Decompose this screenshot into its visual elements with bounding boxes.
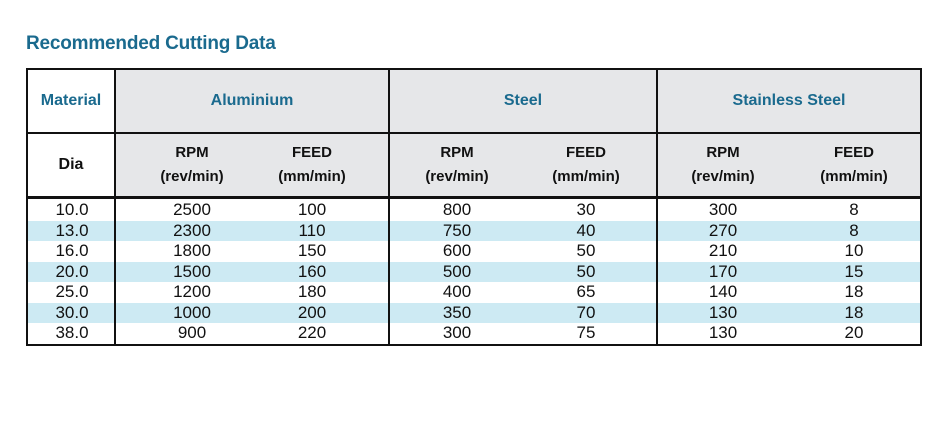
ss-rpm-cell: 210 — [708, 241, 738, 260]
dia-cell: 25.0 — [55, 282, 89, 301]
stainless-steel-header: Stainless Steel — [658, 70, 920, 132]
dia-cell: 30.0 — [55, 302, 89, 322]
st-feed-cell: 30 — [576, 200, 596, 219]
ss-feed-cell: 18 — [844, 282, 864, 301]
ss-feed-cell: 8 — [849, 220, 859, 240]
aluminium-header: Aluminium — [116, 70, 388, 132]
material-label: Material — [40, 92, 102, 109]
al-feed-cell: 220 — [297, 323, 327, 342]
ss-feed-cell: 8 — [849, 200, 859, 219]
al-feed-cell: 160 — [297, 261, 327, 281]
al-rpm-cell: 1200 — [173, 282, 211, 301]
aluminium-feed-header: FEED (mm/min) — [254, 134, 370, 196]
ss-rpm-cell: 170 — [708, 261, 738, 281]
st-feed-cell: 50 — [576, 261, 596, 281]
ss-feed-cell: 20 — [844, 323, 864, 342]
al-rpm-cell: 2500 — [173, 200, 211, 219]
column-divider — [656, 70, 658, 344]
st-feed-cell: 40 — [576, 220, 596, 240]
dia-cell: 10.0 — [55, 200, 89, 219]
column-divider — [114, 70, 116, 344]
st-rpm-cell: 350 — [442, 302, 472, 322]
table-row: 13.0 2300 110 750 40 270 8 — [28, 220, 920, 241]
al-feed-cell: 180 — [297, 282, 327, 301]
ss-rpm-cell: 300 — [708, 200, 738, 219]
column-divider — [388, 70, 390, 344]
dia-cell: 38.0 — [55, 323, 89, 342]
st-rpm-cell: 600 — [442, 241, 472, 260]
st-feed-cell: 50 — [576, 241, 596, 260]
feed-unit: (mm/min) — [552, 168, 620, 185]
st-rpm-cell: 800 — [442, 200, 472, 219]
st-feed-cell: 65 — [576, 282, 596, 301]
rpm-unit: (rev/min) — [425, 168, 489, 185]
dia-cell: 16.0 — [55, 241, 89, 260]
ss-rpm-cell: 140 — [708, 282, 738, 301]
dia-label: Dia — [58, 156, 84, 173]
steel-label: Steel — [503, 92, 543, 109]
rpm-unit: (rev/min) — [160, 168, 224, 185]
feed-label: FEED — [291, 144, 332, 161]
st-rpm-cell: 300 — [442, 323, 472, 342]
body-divider — [28, 196, 920, 199]
st-rpm-cell: 750 — [442, 220, 472, 240]
aluminium-label: Aluminium — [210, 92, 294, 109]
steel-feed-header: FEED (mm/min) — [524, 134, 648, 196]
cutting-data-table: Material Aluminium Steel Stainless Steel… — [26, 68, 922, 346]
al-rpm-cell: 2300 — [173, 220, 211, 240]
aluminium-subheader — [116, 134, 388, 196]
al-feed-cell: 200 — [297, 302, 327, 322]
dia-cell: 20.0 — [55, 261, 89, 281]
table-row: 10.0 2500 100 800 30 300 8 — [28, 200, 920, 221]
rpm-label: RPM — [440, 144, 474, 161]
table-row: 16.0 1800 150 600 50 210 10 — [28, 241, 920, 262]
rpm-label: RPM — [175, 144, 209, 161]
al-rpm-cell: 1500 — [173, 261, 211, 281]
al-feed-cell: 150 — [297, 241, 327, 260]
st-feed-cell: 75 — [576, 323, 596, 342]
st-rpm-cell: 500 — [442, 261, 472, 281]
al-rpm-cell: 1000 — [173, 302, 211, 322]
stainless-feed-header: FEED (mm/min) — [788, 134, 920, 196]
header-divider — [28, 132, 920, 134]
ss-rpm-cell: 130 — [708, 323, 738, 342]
table-row: 25.0 1200 180 400 65 140 18 — [28, 282, 920, 303]
stainless-steel-subheader — [658, 134, 920, 196]
table-body: 10.0 2500 100 800 30 300 8 13.0 2300 110… — [28, 200, 920, 344]
al-feed-cell: 100 — [297, 200, 327, 219]
al-rpm-cell: 1800 — [173, 241, 211, 260]
al-rpm-cell: 900 — [177, 323, 207, 342]
material-header: Material — [28, 70, 114, 132]
st-feed-cell: 70 — [576, 302, 596, 322]
table-row: 38.0 900 220 300 75 130 20 — [28, 323, 920, 344]
stainless-rpm-header: RPM (rev/min) — [658, 134, 788, 196]
stainless-steel-label: Stainless Steel — [732, 92, 846, 109]
dia-cell: 13.0 — [55, 220, 89, 240]
feed-label: FEED — [565, 144, 606, 161]
rpm-unit: (rev/min) — [691, 168, 755, 185]
ss-rpm-cell: 130 — [708, 302, 738, 322]
steel-header: Steel — [390, 70, 656, 132]
aluminium-rpm-header: RPM (rev/min) — [116, 134, 268, 196]
ss-feed-cell: 18 — [844, 302, 864, 322]
al-feed-cell: 110 — [298, 220, 326, 240]
ss-feed-cell: 10 — [844, 241, 864, 260]
feed-unit: (mm/min) — [278, 168, 346, 185]
st-rpm-cell: 400 — [442, 282, 472, 301]
feed-label: FEED — [833, 144, 874, 161]
steel-rpm-header: RPM (rev/min) — [390, 134, 524, 196]
table-row: 30.0 1000 200 350 70 130 18 — [28, 302, 920, 323]
ss-rpm-cell: 270 — [708, 220, 738, 240]
feed-unit: (mm/min) — [820, 168, 888, 185]
ss-feed-cell: 15 — [844, 261, 864, 281]
page-title: Recommended Cutting Data — [26, 33, 276, 54]
rpm-label: RPM — [706, 144, 740, 161]
dia-header: Dia — [28, 134, 114, 196]
steel-subheader — [390, 134, 656, 196]
table-row: 20.0 1500 160 500 50 170 15 — [28, 261, 920, 282]
